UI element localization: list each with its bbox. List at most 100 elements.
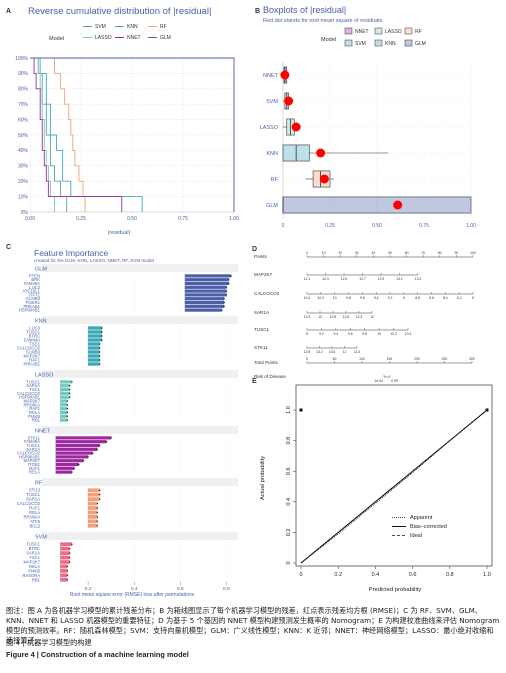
panel-d-tick-label: 12.9 xyxy=(378,277,385,281)
panel-c-bar xyxy=(88,354,100,358)
panel-c-feature-label: PI4KB xyxy=(28,568,40,573)
panel-e-plot: 0 0 0.2 0.2 0.4 0.4 0.6 0.6 0.8 0.8 1.0 1.0 Apparent… xyxy=(286,406,491,578)
panel-c-bar-end xyxy=(71,543,73,545)
panel-c-bar xyxy=(88,326,102,330)
panel-d-tick-label: 100 xyxy=(359,357,365,361)
panel-d-tick-label: 10 xyxy=(377,332,381,336)
panel-c-bar xyxy=(60,395,70,399)
panel-d-tick-label: 11.4 xyxy=(354,350,360,354)
panel-d-tick-label: 150 xyxy=(387,357,393,361)
panel-a-legend-label: KNN xyxy=(127,24,138,30)
panel-c-feature-label: TUSC1 xyxy=(26,443,40,448)
panel-c-bar xyxy=(88,492,100,497)
panel-d-tick-label: 12.1 xyxy=(304,277,311,281)
panel-c-bar xyxy=(184,281,229,286)
panel-c-feature-label: FAM49A xyxy=(24,439,40,444)
panel-a-series-rf xyxy=(30,57,86,212)
panel-c-feature-label: SAR1A xyxy=(26,383,40,388)
panel-a-y-tick-label: 0% xyxy=(21,210,29,216)
panel-d-tick-label: 13.1 xyxy=(396,277,403,281)
panel-e-point xyxy=(485,408,489,412)
panel-d-tick-label: 8 xyxy=(472,296,474,300)
panel-c-bar-end xyxy=(68,561,71,563)
panel-a-y-tick-label: 40% xyxy=(18,148,29,154)
panel-c-strip-label: NNET xyxy=(35,428,51,434)
panel-d-row: STK11 12.8 13.2 13.6 11 11.4 xyxy=(254,345,360,354)
panel-d-tick-label: 50 xyxy=(333,357,337,361)
panel-c-bar xyxy=(60,573,68,578)
panel-c-feature-label: RELA xyxy=(29,510,40,515)
panel-d-tick-label: 10 xyxy=(322,251,326,255)
panel-c-bar xyxy=(60,555,70,560)
panel-c-bar xyxy=(60,560,70,564)
panel-b-legend-label: LASSO xyxy=(385,29,402,35)
panel-c-bar xyxy=(184,289,227,293)
panel-c-bar-end xyxy=(96,507,99,509)
panel-d-letter: D xyxy=(252,246,257,253)
panel-c-feature-label: RB1 xyxy=(32,577,41,582)
panel-d-tick-label: 13.3 xyxy=(304,315,311,319)
panel-b-y-ticks: NNET SVM LASSO KNN RF GLM xyxy=(260,73,279,209)
panel-e-x-tick-label: 0 xyxy=(299,572,302,578)
panel-d-row-label: STK11 xyxy=(254,345,268,350)
panel-c-feature-label: RAF1 xyxy=(29,406,40,411)
panel-d-tick-label: 9.4 xyxy=(333,332,338,336)
panel-d-tick-label: 12.6 xyxy=(343,315,350,319)
panel-e-y-tick-label: 0.2 xyxy=(286,529,292,537)
panel-d-tick-label: 30 xyxy=(355,251,359,255)
panel-a-y-tick-label: 30% xyxy=(18,164,29,170)
panel-c-bar xyxy=(55,459,84,463)
panel-c-bar-end xyxy=(223,305,225,307)
panel-d-tick-label: 200 xyxy=(414,357,420,361)
panel-d-tick-label: 40 xyxy=(372,251,376,255)
panel-a-y-tick-label: 10% xyxy=(18,194,29,200)
panel-b-rmse-dot xyxy=(284,96,294,106)
panel-c-feature-label: MAP2K7 xyxy=(23,458,40,463)
panel-a-y-tick-label: 20% xyxy=(18,179,29,185)
panel-e-y-tick-label: 1.0 xyxy=(286,406,292,414)
panel-e-x-tick-label: 0.8 xyxy=(446,572,454,578)
panel-c-strip xyxy=(42,478,238,486)
panel-c-bar xyxy=(55,436,112,440)
panel-c-bar-end xyxy=(66,579,69,581)
panel-d-tick-label: 13.2 xyxy=(316,350,323,354)
panel-a-y-ticks: 100% 90% 80% 70% 60% 50% 40% 30% 20% 10% 0% xyxy=(15,56,28,216)
panel-c-bar-end xyxy=(68,385,71,387)
panel-c-feature-label: LUC3 xyxy=(29,326,40,331)
panel-d-row: Total Points 0 50 100 150 200 250 300 xyxy=(254,357,475,365)
panel-c-bar-end xyxy=(68,388,71,391)
panel-e-ylabel: Actual probability xyxy=(260,456,266,500)
panel-c-bar xyxy=(60,403,68,407)
panel-b-legend-title: Model xyxy=(321,37,336,43)
panel-a-legend-label: RF xyxy=(160,24,167,30)
panel-c-feature-label: CALCOCO2 xyxy=(17,451,41,456)
panel-c-feature-label: TSC1 xyxy=(29,555,40,560)
panel-c-bar xyxy=(60,414,68,418)
panel-a-legend-label: NNET xyxy=(127,35,141,41)
panel-c-strip-label: RF xyxy=(35,480,43,486)
panel-c-strip-label: LASSO xyxy=(35,372,54,378)
panel-b-letter: B xyxy=(255,8,260,15)
panel-c-bar xyxy=(88,506,98,510)
panel-c-bar-end xyxy=(98,363,101,365)
panel-a-y-tick-label: 90% xyxy=(18,71,29,77)
panel-c-bar xyxy=(88,342,100,346)
panel-c-feature-label: RAF1 xyxy=(29,358,40,363)
panel-a-x-tick-label: 0.25 xyxy=(76,216,86,222)
panel-c-x-tick-label: 0.2 xyxy=(85,586,92,592)
panel-a-legend: SVM KNN RF LASSO NNET GLM xyxy=(83,24,171,41)
panel-d-tick-label: 9.8 xyxy=(362,332,367,336)
panel-c-feature-label: CLMB3 xyxy=(26,296,41,301)
panel-d-tick-label: 12.7 xyxy=(359,277,366,281)
panel-a-letter: A xyxy=(6,8,11,15)
panel-b-y-tick-label: KNN xyxy=(266,151,278,157)
panel-c-strip-label: GLM xyxy=(35,266,47,272)
panel-c-feature-label: BTRC xyxy=(29,546,40,551)
panel-c-bar xyxy=(55,451,93,455)
panel-c-feature-label: SAR1A xyxy=(26,497,40,502)
panel-c-bar-end xyxy=(98,343,101,345)
panel-c-group-lasso: LASSOTUSC1SAR1ATSC1CALCOCO2HSP90AB1MAP2K… xyxy=(17,370,238,423)
panel-c-feature-label: ATF6 xyxy=(30,519,41,524)
panel-c-feature-label: ITGB1 xyxy=(28,462,41,467)
